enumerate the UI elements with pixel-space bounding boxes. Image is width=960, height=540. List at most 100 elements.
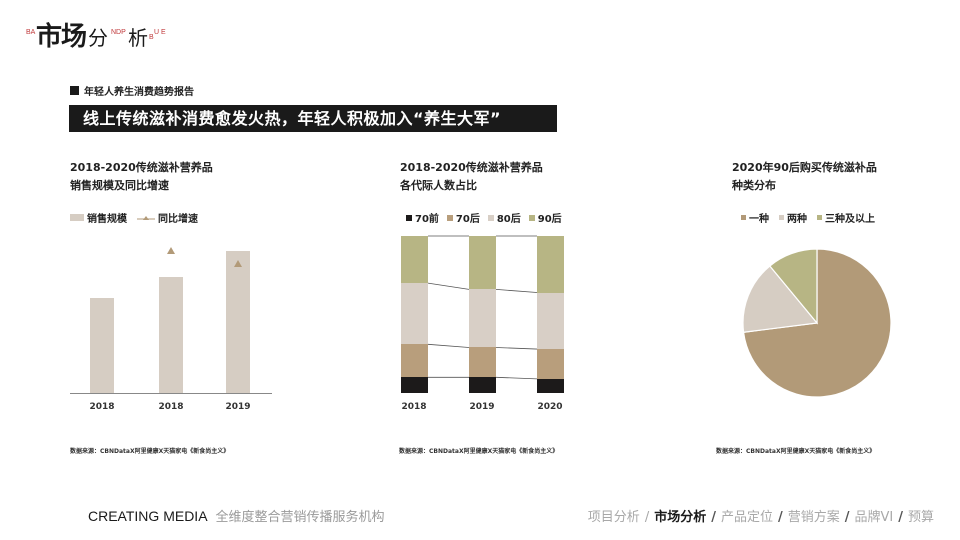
square-swatch-icon — [406, 214, 412, 221]
sales-chart-legend: 销售规模 同比增速 — [70, 210, 198, 225]
section-logo: BA 市场 分 NDP 析 B U E — [26, 14, 230, 52]
logo-title-main: 市场 — [36, 22, 87, 52]
nav-separator: / — [777, 510, 783, 525]
headline-banner: 线上传统滋补消费愈发火热，年轻人积极加入“养生大军” — [69, 105, 557, 132]
section-nav: 项目分析 / 市场分析 / 产品定位 / 营销方案 / 品牌VI / 预算 — [588, 506, 934, 525]
stacked-segment — [401, 283, 428, 345]
legend-item-post80: 80后 — [487, 210, 521, 225]
stacked-segment — [469, 377, 496, 393]
stacked-segment — [401, 377, 428, 393]
legend-item-post70: 70后 — [446, 210, 480, 225]
square-swatch-icon — [779, 215, 784, 220]
stacked-segment — [537, 378, 564, 393]
legend-label: 80后 — [496, 214, 521, 225]
logo-title-part2: 分 — [88, 26, 108, 50]
brand-slogan: 全维度整合营销传播服务机构 — [215, 510, 385, 525]
legend-item-growth: 同比增速 — [137, 210, 198, 225]
generation-x-label: 2019 — [469, 402, 495, 412]
generation-x-label: 2018 — [401, 402, 427, 412]
line-marker-icon — [137, 215, 155, 220]
sales-data-source: 数据来源：CBNDataX阿里健康X天猫家电《新食尚主义》 — [70, 448, 230, 455]
nav-item[interactable]: 预算 — [907, 510, 934, 525]
types-pie-chart — [742, 248, 892, 398]
generation-data-source: 数据来源：CBNDataX阿里健康X天猫家电《新食尚主义》 — [399, 448, 559, 455]
legend-label: 销售规模 — [87, 214, 127, 225]
legend-item-three-plus: 三种及以上 — [817, 210, 875, 225]
sales-chart-title-line1: 2018-2020传统滋补营养品 — [70, 161, 213, 174]
nav-item[interactable]: 产品定位 — [720, 510, 773, 525]
footer-brand: CREATING MEDIA 全维度整合营销传播服务机构 — [88, 506, 385, 525]
bar-swatch-icon — [70, 214, 84, 221]
stacked-segment — [401, 344, 428, 378]
nav-item[interactable]: 营销方案 — [787, 510, 840, 525]
nav-item[interactable]: 项目分析 — [587, 510, 640, 525]
stacked-segment — [401, 236, 428, 284]
stacked-segment — [537, 349, 564, 379]
sales-x-label: 2019 — [225, 402, 251, 412]
nav-separator: / — [844, 510, 850, 525]
types-data-source: 数据来源：CBNDataX阿里健康X天猫家电《新食尚主义》 — [716, 448, 876, 455]
types-chart-title-line1: 2020年90后购买传统滋补品 — [732, 161, 877, 174]
square-bullet-icon — [70, 86, 79, 95]
stacked-column — [401, 236, 428, 393]
report-tag-label: 年轻人养生消费趋势报告 — [84, 87, 194, 98]
growth-marker-icon — [167, 247, 175, 254]
nav-item[interactable]: 品牌VI — [854, 510, 894, 525]
logo-overlay-fragment: B — [149, 34, 154, 41]
logo-overlay-fragment: U E — [154, 29, 166, 36]
generation-chart-title-line2: 各代际人数占比 — [400, 179, 477, 192]
legend-item-pre70: 70前 — [406, 210, 439, 225]
stacked-column — [537, 236, 564, 393]
nav-separator: / — [898, 510, 903, 525]
pie-slice — [742, 265, 819, 333]
legend-item-post90: 90后 — [528, 210, 562, 225]
nav-separator: / — [711, 510, 716, 525]
generation-chart-title: 2018-2020传统滋补营养品 各代际人数占比 — [400, 159, 543, 195]
generation-chart-title-line1: 2018-2020传统滋补营养品 — [400, 161, 543, 174]
logo-title-part3: 析 — [128, 26, 148, 50]
legend-item-one: 一种 — [741, 210, 769, 225]
sales-x-axis — [70, 393, 272, 394]
brand-name: CREATING MEDIA — [88, 508, 208, 524]
legend-label: 同比增速 — [158, 214, 198, 225]
legend-item-two: 两种 — [779, 210, 807, 225]
square-swatch-icon — [528, 214, 535, 221]
sales-chart-title: 2018-2020传统滋补营养品 销售规模及同比增速 — [70, 159, 213, 195]
generation-x-label: 2020 — [537, 402, 563, 412]
sales-chart-title-line2: 销售规模及同比增速 — [70, 179, 169, 192]
stacked-segment — [469, 289, 496, 348]
logo-overlay-fragment: NDP — [111, 29, 126, 36]
generation-chart-legend: 70前 70后 80后 90后 — [406, 210, 562, 225]
sales-bar — [159, 277, 183, 393]
sales-x-label: 2018 — [89, 402, 115, 412]
sales-bar — [226, 251, 250, 393]
legend-label: 一种 — [749, 214, 769, 225]
types-chart-title: 2020年90后购买传统滋补品 种类分布 — [732, 159, 877, 195]
nav-separator: / — [644, 510, 650, 525]
square-swatch-icon — [446, 214, 453, 221]
logo-overlay-fragment: BA — [26, 29, 36, 36]
nav-item[interactable]: 市场分析 — [654, 510, 707, 525]
square-swatch-icon — [817, 215, 822, 220]
stacked-segment — [469, 347, 496, 378]
legend-label: 70前 — [415, 214, 439, 225]
legend-item-sales: 销售规模 — [70, 210, 127, 225]
stacked-segment — [537, 236, 564, 293]
stacked-segment — [469, 236, 496, 290]
growth-marker-icon — [234, 260, 242, 267]
legend-label: 70后 — [455, 214, 480, 225]
square-swatch-icon — [487, 214, 494, 221]
sales-bar — [90, 298, 114, 393]
sales-x-label: 2018 — [158, 402, 184, 412]
types-chart-title-line2: 种类分布 — [732, 179, 776, 192]
pie-slice — [768, 248, 818, 325]
square-swatch-icon — [741, 215, 746, 220]
stacked-segment — [537, 292, 564, 350]
types-chart-legend: 一种 两种 三种及以上 — [741, 210, 875, 225]
stacked-column — [469, 236, 496, 393]
legend-label: 两种 — [787, 214, 807, 225]
legend-label: 90后 — [537, 214, 562, 225]
report-tag: 年轻人养生消费趋势报告 — [70, 83, 194, 98]
legend-label: 三种及以上 — [825, 214, 875, 225]
